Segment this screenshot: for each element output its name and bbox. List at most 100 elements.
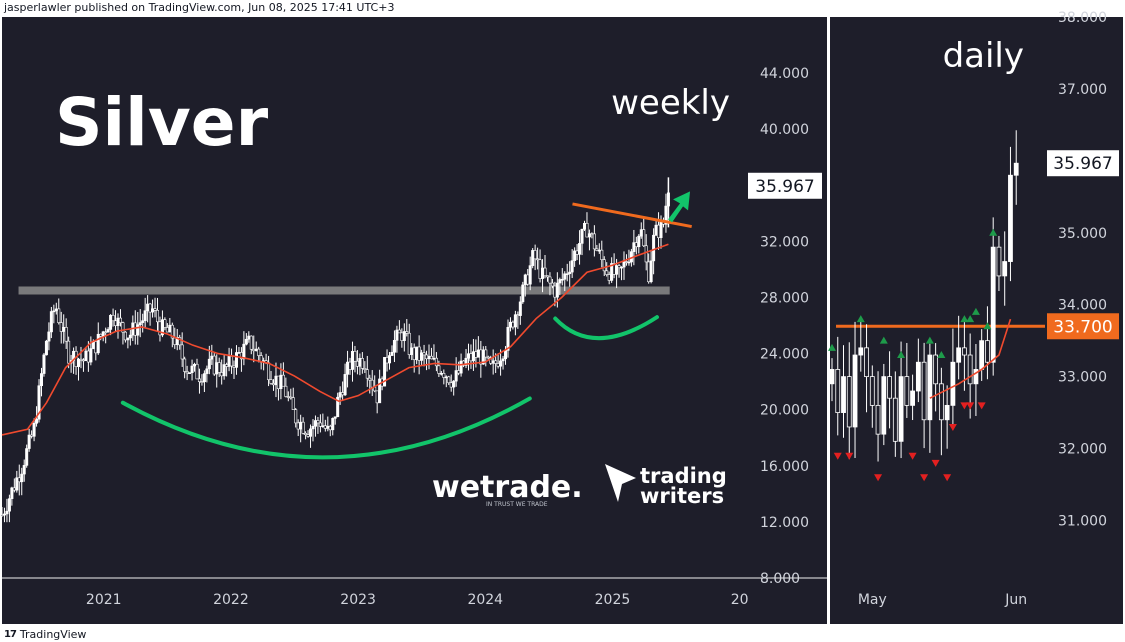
sell-signal-icon — [908, 452, 917, 460]
buy-signal-icon — [937, 351, 946, 359]
daily-candle-body — [950, 361, 956, 406]
weekly-candle-body — [585, 222, 589, 238]
daily-moving-average — [929, 318, 1012, 399]
weekly-candle-body — [281, 374, 285, 387]
weekly-candle-body — [484, 349, 488, 358]
weekly-candle-body — [397, 329, 401, 334]
daily-candle-body — [1002, 261, 1008, 277]
weekly-candle-body — [442, 373, 446, 378]
weekly-candle-body — [143, 310, 147, 322]
weekly-candle-body — [81, 359, 85, 362]
weekly-candle-body — [121, 322, 125, 333]
weekly-candle-body — [67, 340, 71, 364]
weekly-candle-body — [622, 261, 626, 268]
trading-writers-logo-icon — [605, 464, 636, 502]
weekly-candle-body — [306, 434, 310, 437]
weekly-candle-body — [138, 322, 142, 326]
weekly-candle-body — [84, 350, 88, 362]
weekly-candle-body — [466, 353, 470, 359]
daily-candle-body — [962, 347, 967, 356]
weekly-candle-body — [106, 329, 110, 333]
weekly-candle-body — [294, 409, 298, 424]
daily-candle-body — [979, 340, 985, 370]
weekly-y-tick-label: 20.000 — [760, 403, 809, 419]
daily-candle-body — [829, 369, 835, 385]
daily-y-tick-label: 34.000 — [1058, 298, 1107, 314]
weekly-candle-body — [148, 303, 152, 313]
sell-signal-icon — [977, 402, 986, 410]
weekly-candle-body — [545, 275, 549, 278]
weekly-candle-body — [32, 422, 36, 437]
daily-y-tick-label: 37.000 — [1058, 82, 1107, 98]
weekly-candle-body — [637, 235, 641, 248]
weekly-candle-body — [363, 368, 367, 370]
weekly-candle-body — [91, 341, 95, 349]
daily-y-tick-label: 31.000 — [1058, 513, 1107, 529]
weekly-candle-body — [523, 274, 527, 286]
weekly-candle-body — [30, 434, 34, 437]
weekly-candle-body — [464, 357, 468, 366]
tradingview-logo-icon: 17 — [4, 629, 17, 640]
weekly-candle-body — [558, 279, 562, 284]
wetrade-tagline: IN TRUST WE TRADE — [486, 501, 548, 508]
weekly-candle-body — [513, 314, 517, 328]
weekly-candle-body — [232, 365, 236, 368]
weekly-candle-body — [296, 422, 300, 430]
weekly-candle-body — [533, 250, 537, 260]
weekly-candle-body — [600, 249, 604, 260]
weekly-y-tick-label: 12.000 — [760, 515, 809, 531]
weekly-candle-body — [516, 314, 520, 316]
rounding-bottom-arc — [120, 396, 532, 460]
weekly-candle-body — [415, 346, 419, 360]
weekly-candle-body — [590, 233, 594, 235]
daily-y-tick-label: 33.000 — [1058, 370, 1107, 386]
weekly-candle-body — [12, 487, 16, 491]
resistance-trendline — [572, 202, 692, 229]
wetrade-logo: wetrade. IN TRUST WE TRADE — [432, 470, 583, 508]
weekly-candle-body — [99, 333, 103, 337]
weekly-candle-body — [123, 331, 127, 341]
weekly-candle-body — [57, 308, 61, 323]
weekly-candle-body — [511, 321, 515, 328]
weekly-candle-body — [190, 365, 194, 374]
weekly-last-price-label-bg — [748, 172, 822, 199]
weekly-y-tick-label: 40.000 — [760, 122, 809, 138]
weekly-candle-body — [242, 343, 246, 360]
weekly-candle-body — [44, 340, 48, 356]
weekly-candle-body — [649, 260, 653, 283]
weekly-candle-body — [114, 320, 118, 326]
weekly-candle-body — [474, 351, 478, 358]
weekly-candle-body — [202, 373, 206, 383]
daily-candle-body — [881, 376, 887, 435]
trading-writers-logo-line1: trading — [640, 464, 727, 488]
weekly-candle-body — [553, 285, 557, 298]
weekly-candle-body — [412, 347, 416, 360]
trading-writers-logo: trading writers — [605, 464, 727, 508]
buy-signal-icon — [966, 315, 975, 323]
weekly-x-tick-label: 2023 — [340, 592, 376, 608]
weekly-candle-body — [407, 332, 411, 355]
weekly-candle-body — [7, 498, 11, 512]
weekly-candle-body — [237, 352, 241, 354]
weekly-candle-body — [639, 229, 643, 237]
weekly-candle-body — [151, 308, 155, 313]
weekly-candle-body — [200, 381, 204, 384]
weekly-candle-body — [647, 261, 651, 283]
weekly-candle-body — [368, 377, 372, 381]
weekly-candle-body — [291, 397, 295, 410]
weekly-candle-body — [267, 362, 271, 380]
weekly-candle-body — [269, 379, 273, 384]
daily-y-tick-label: 38.000 — [1058, 10, 1107, 26]
weekly-candle-body — [274, 375, 278, 386]
weekly-candle-body — [587, 233, 591, 238]
weekly-candle-body — [654, 224, 658, 236]
weekly-candle-body — [197, 378, 201, 383]
weekly-candle-body — [494, 360, 498, 364]
weekly-candle-body — [77, 358, 81, 367]
weekly-candle-body — [536, 258, 540, 261]
weekly-candle-body — [486, 356, 490, 359]
daily-last-price-label-bg — [1047, 150, 1119, 177]
weekly-candle-body — [425, 354, 429, 360]
weekly-x-tick-label: 2024 — [467, 592, 503, 608]
weekly-candle-body — [528, 265, 532, 285]
